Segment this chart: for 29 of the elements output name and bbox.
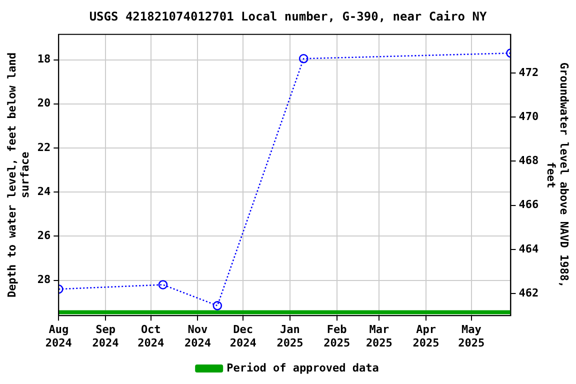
y2-axis-title: Groundwater level above NAVD 1988, feet — [544, 62, 571, 288]
legend-label: Period of approved data — [226, 361, 379, 374]
y2-tick-label: 468 — [518, 154, 539, 168]
y2-tick-label: 462 — [518, 286, 539, 300]
x-tick-label: Dec 2024 — [230, 323, 257, 350]
x-tick-label: Feb 2025 — [324, 323, 350, 350]
y-tick-label: 22 — [37, 140, 51, 154]
y-tick-label: 26 — [37, 229, 52, 242]
x-tick-label: May 2025 — [458, 323, 485, 350]
y2-tick-label: 470 — [518, 110, 539, 123]
y2-tick-label: 464 — [518, 242, 539, 256]
x-tick-label: Mar 2025 — [366, 323, 392, 350]
point — [212, 301, 222, 310]
y-tick-label: 18 — [37, 52, 51, 66]
y-axis-title: Depth to water level, feet below land surface — [5, 52, 32, 298]
y-tick-label: 24 — [37, 184, 52, 198]
x-tick-label: Oct 2024 — [138, 323, 164, 350]
point — [298, 54, 308, 64]
y-tick-label: 20 — [37, 96, 51, 110]
x-tick-label: Jan 2025 — [276, 323, 304, 350]
x-tick-label: Nov 2024 — [184, 323, 212, 350]
point — [158, 280, 168, 290]
chart-title: USGS 421821074012701 Local number, G-390, near Cairo NY — [89, 9, 488, 24]
x-tick-label: Apr 2025 — [412, 323, 440, 350]
y2-tick-label: 472 — [518, 66, 539, 79]
y2-tick-label: 466 — [518, 198, 539, 212]
y-tick-label: 28 — [37, 273, 51, 286]
x-tick-label: Sep 2024 — [92, 323, 120, 350]
x-tick-label: Aug 2024 — [45, 323, 72, 350]
